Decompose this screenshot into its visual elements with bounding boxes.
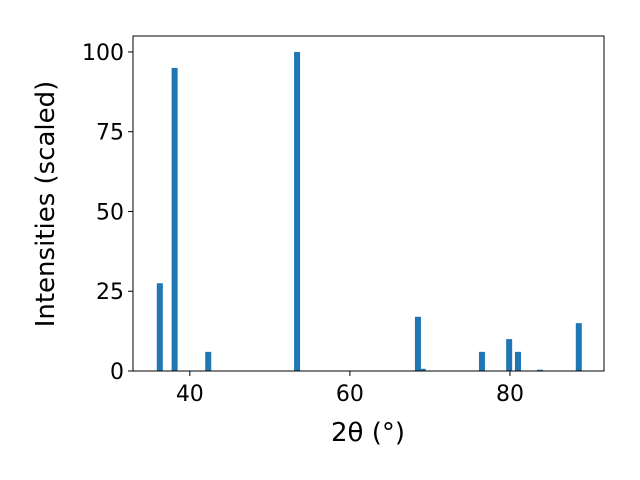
y-tick-label: 75 [96, 121, 124, 146]
x-tick-label: 60 [336, 382, 364, 407]
bar [205, 351, 212, 371]
x-tick-label: 80 [496, 382, 524, 407]
bar [575, 323, 582, 371]
bar [414, 316, 421, 371]
y-tick-label: 0 [110, 360, 124, 385]
y-tick-label: 50 [96, 200, 124, 225]
bar [419, 368, 426, 371]
y-axis-label: Intensities (scaled) [31, 81, 61, 328]
bar [506, 339, 513, 371]
bar [156, 283, 163, 371]
y-tick-label: 100 [82, 41, 124, 66]
bar [171, 67, 178, 372]
bar [478, 351, 485, 371]
x-axis-label: 2θ (°) [331, 418, 405, 448]
plot-frame [132, 35, 605, 372]
bar [536, 369, 543, 371]
y-tick-label: 25 [96, 280, 124, 305]
bar [514, 351, 521, 371]
x-tick-label: 40 [176, 382, 204, 407]
bar [294, 51, 301, 371]
